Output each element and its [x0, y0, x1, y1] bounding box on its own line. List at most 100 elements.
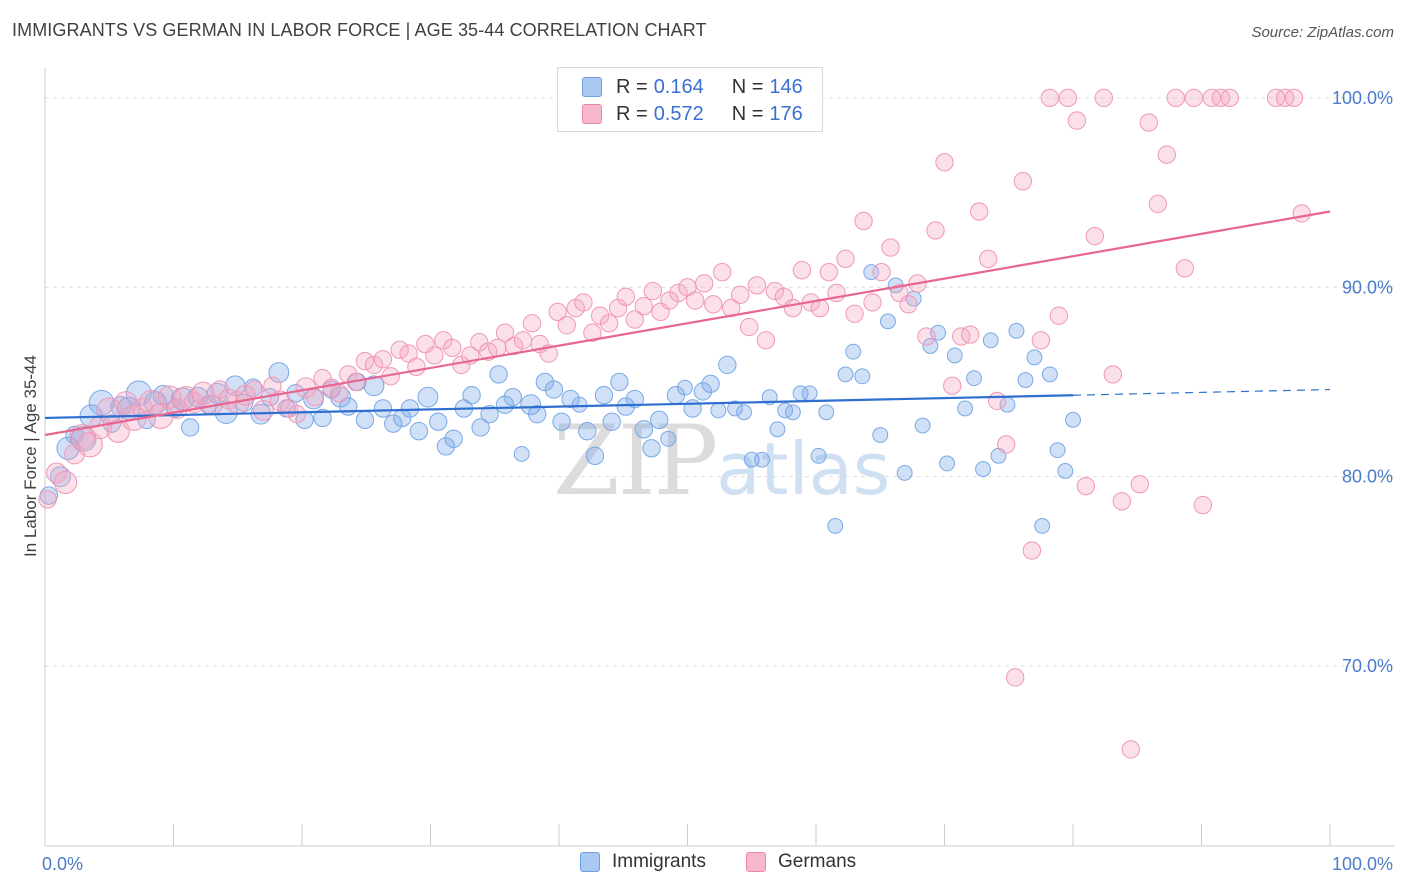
series-label-immigrants: Immigrants — [612, 851, 706, 872]
point-germans — [943, 376, 962, 395]
y-axis-label: In Labor Force | Age 35-44 — [21, 355, 40, 557]
point-immigrants — [660, 430, 677, 447]
point-immigrants — [552, 412, 571, 431]
legend-row-immigrants: R = 0.164 N = 146 — [582, 75, 803, 99]
point-germans — [1130, 475, 1149, 494]
series-label-germans: Germans — [778, 851, 857, 872]
point-germans — [504, 336, 524, 356]
y-tick-label: 80.0% — [1342, 467, 1393, 487]
y-tick-label: 100.0% — [1332, 88, 1393, 108]
correlation-legend: R = 0.164 N = 146 R = 0.572 N = 176 — [557, 67, 823, 132]
point-germans — [373, 350, 393, 369]
point-immigrants — [181, 418, 200, 437]
point-germans — [407, 357, 426, 377]
point-immigrants — [837, 366, 854, 383]
point-germans — [845, 304, 864, 323]
point-immigrants — [544, 380, 564, 399]
point-immigrants — [930, 324, 947, 341]
point-immigrants — [854, 368, 871, 385]
series-legend-immigrants: Immigrants — [580, 851, 706, 873]
point-immigrants — [520, 394, 542, 416]
point-immigrants — [471, 418, 490, 437]
point-immigrants — [810, 447, 827, 464]
point-immigrants — [957, 400, 973, 417]
point-immigrants — [417, 386, 439, 408]
point-immigrants — [513, 446, 530, 462]
point-germans — [1121, 740, 1141, 759]
chart-title: IMMIGRANTS VS GERMAN IN LABOR FORCE | AG… — [12, 20, 707, 40]
series-legend: Immigrants Germans — [0, 851, 1406, 877]
point-immigrants — [634, 420, 653, 439]
point-immigrants — [914, 417, 931, 434]
point-germans — [616, 287, 636, 306]
point-germans — [1076, 476, 1096, 496]
point-germans — [1005, 668, 1025, 687]
point-immigrants — [845, 343, 862, 360]
x-tick-label: 100.0% — [1332, 854, 1393, 874]
point-immigrants — [982, 332, 999, 349]
point-immigrants — [946, 347, 963, 364]
data-points — [38, 88, 1311, 759]
watermark: ZIPatlas — [553, 405, 890, 517]
point-immigrants — [754, 451, 770, 468]
point-immigrants — [489, 365, 508, 384]
point-germans — [38, 490, 57, 509]
point-immigrants — [693, 382, 713, 401]
point-germans — [695, 274, 714, 293]
point-immigrants — [625, 389, 644, 409]
point-germans — [1139, 113, 1158, 132]
point-germans — [731, 285, 750, 305]
legend-row-germans: R = 0.572 N = 176 — [582, 102, 803, 126]
point-germans — [46, 462, 67, 484]
series-swatch-immigrants — [580, 852, 600, 872]
point-germans — [881, 238, 900, 257]
legend-n-label: N = — [731, 75, 764, 98]
point-immigrants — [1017, 372, 1034, 389]
point-germans — [863, 293, 882, 312]
point-germans — [722, 298, 741, 318]
legend-n-value: 146 — [769, 75, 803, 98]
trend-lines — [44, 210, 1331, 437]
point-immigrants — [429, 412, 448, 431]
point-germans — [574, 293, 593, 312]
point-immigrants — [880, 313, 896, 330]
point-germans — [917, 327, 936, 346]
point-immigrants — [827, 517, 844, 534]
point-germans — [522, 314, 542, 333]
point-germans — [253, 399, 274, 421]
point-immigrants — [610, 372, 629, 392]
point-germans — [1022, 541, 1042, 560]
point-germans — [1112, 492, 1132, 511]
legend-r-value: 0.164 — [653, 75, 704, 98]
point-germans — [1058, 88, 1078, 108]
point-immigrants — [313, 408, 332, 428]
point-germans — [287, 404, 307, 424]
legend-n-label: N = — [731, 102, 764, 125]
point-germans — [988, 391, 1007, 411]
point-immigrants — [801, 385, 818, 402]
point-germans — [557, 315, 576, 335]
point-germans — [926, 221, 945, 240]
point-germans — [756, 331, 776, 350]
point-germans — [1040, 88, 1060, 108]
chart-source: Source: ZipAtlas.com — [1251, 24, 1394, 41]
point-immigrants — [710, 402, 727, 419]
point-immigrants — [214, 400, 238, 424]
legend-r-label: R = — [616, 75, 648, 98]
point-immigrants — [152, 384, 174, 406]
legend-n-value: 176 — [769, 102, 803, 125]
point-immigrants — [585, 446, 605, 466]
point-immigrants — [1057, 463, 1074, 479]
legend-r-label: R = — [616, 102, 648, 125]
point-immigrants — [1008, 322, 1025, 339]
point-germans — [157, 385, 182, 409]
point-germans — [979, 249, 998, 269]
watermark-main: ZIP — [553, 405, 718, 517]
point-immigrants — [571, 396, 588, 413]
point-immigrants — [436, 437, 456, 456]
legend-r-value: 0.572 — [653, 102, 704, 125]
point-immigrants — [602, 412, 621, 431]
point-immigrants — [966, 370, 982, 387]
point-immigrants — [50, 466, 71, 488]
